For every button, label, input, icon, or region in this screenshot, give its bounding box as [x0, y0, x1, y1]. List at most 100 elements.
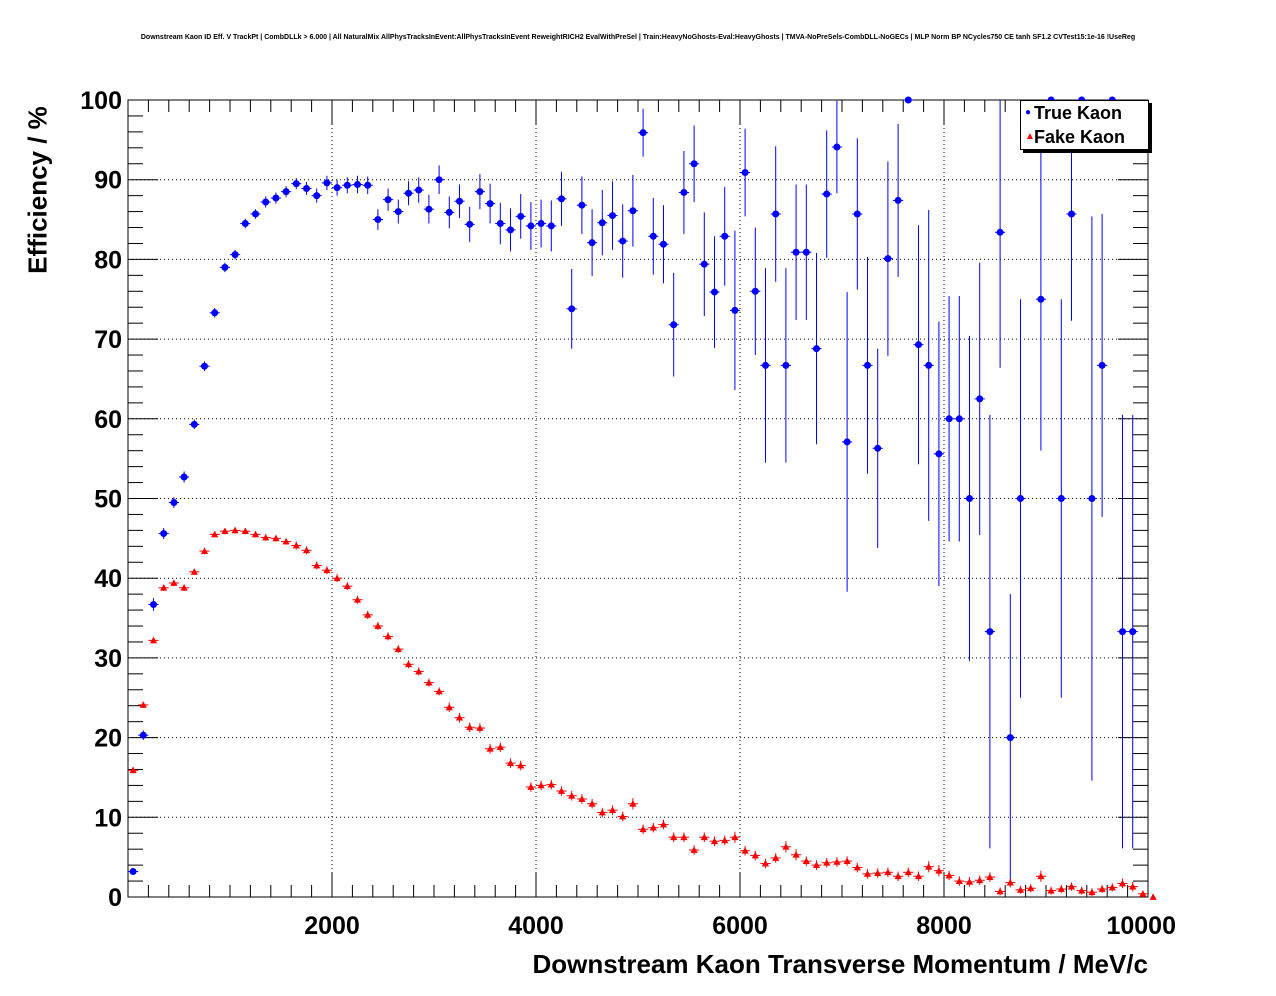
data-point-triangle — [129, 766, 137, 774]
data-point-triangle — [557, 787, 566, 794]
data-point-circle — [435, 176, 443, 184]
data-point-triangle — [578, 795, 586, 802]
data-point-triangle — [751, 851, 759, 859]
data-point-triangle — [404, 660, 413, 668]
data-point-circle — [1037, 295, 1045, 303]
y-tick-label: 0 — [108, 884, 122, 912]
data-point-circle — [252, 210, 259, 218]
y-tick-label: 100 — [80, 87, 122, 115]
data-point-triangle — [353, 596, 362, 603]
data-point-triangle — [333, 574, 341, 582]
data-point-circle — [782, 361, 790, 369]
data-point-circle — [915, 341, 922, 349]
data-point-triangle — [965, 878, 974, 885]
data-point-circle — [425, 205, 433, 213]
data-point-triangle — [996, 887, 1004, 895]
data-point-triangle — [211, 530, 219, 538]
data-point-circle — [721, 232, 729, 240]
legend-label-true-kaon: True Kaon — [1034, 103, 1123, 123]
data-point-triangle — [149, 636, 158, 644]
data-point-triangle — [1027, 884, 1035, 892]
data-point-triangle — [761, 859, 770, 867]
data-point-circle — [588, 239, 596, 247]
x-tick-label: 10000 — [1106, 912, 1176, 940]
data-point-circle — [639, 129, 647, 137]
data-point-triangle — [170, 579, 178, 586]
data-point-circle — [1057, 495, 1065, 502]
legend-entry-true-kaon: ● True Kaon — [1021, 101, 1148, 125]
data-point-circle — [282, 188, 290, 196]
data-point-circle — [486, 200, 494, 208]
data-point-triangle — [792, 851, 800, 858]
data-point-circle — [680, 188, 688, 196]
data-points — [128, 96, 1157, 900]
data-point-circle — [150, 601, 157, 609]
data-point-triangle — [608, 806, 617, 814]
data-point-triangle — [1139, 890, 1147, 897]
data-point-triangle — [945, 871, 953, 879]
data-point-circle — [221, 263, 229, 271]
data-point-circle — [629, 207, 637, 215]
data-point-triangle — [649, 824, 657, 831]
data-point-circle — [772, 210, 780, 218]
x-tick-label: 6000 — [712, 912, 768, 940]
data-point-triangle — [496, 743, 504, 751]
data-point-circle — [853, 210, 861, 218]
data-point-circle — [823, 190, 831, 198]
data-point-triangle — [1129, 883, 1137, 890]
data-point-triangle — [486, 745, 494, 752]
data-point-circle — [180, 473, 188, 481]
data-point-triangle — [812, 861, 821, 868]
data-point-circle — [231, 251, 239, 259]
data-point-circle — [527, 222, 535, 230]
data-point-circle — [343, 181, 351, 189]
data-point-triangle — [619, 812, 627, 820]
data-point-triangle — [568, 792, 576, 799]
data-point-triangle — [1057, 885, 1065, 892]
data-point-circle — [262, 198, 270, 206]
data-point-triangle — [282, 537, 290, 545]
circle-marker-icon: ● — [1025, 107, 1032, 118]
grid — [128, 100, 1148, 897]
data-point-triangle — [251, 530, 260, 538]
data-point-circle — [129, 867, 137, 875]
data-point-circle — [609, 212, 616, 220]
data-point-circle — [241, 220, 249, 228]
y-tick-label: 80 — [94, 246, 122, 274]
data-point-circle — [170, 498, 178, 506]
data-point-circle — [568, 305, 576, 313]
data-point-circle — [201, 362, 208, 370]
data-point-circle — [619, 237, 627, 245]
data-point-triangle — [986, 873, 994, 880]
data-point-circle — [313, 192, 321, 200]
data-point-circle — [741, 169, 749, 177]
data-point-triangle — [914, 872, 923, 880]
data-point-circle — [976, 395, 984, 403]
data-point-triangle — [884, 868, 892, 876]
data-point-circle — [884, 255, 892, 263]
data-point-triangle — [221, 527, 229, 535]
data-point-circle — [986, 628, 994, 636]
data-point-triangle — [853, 863, 861, 871]
data-point-triangle — [231, 526, 239, 534]
data-point-triangle — [639, 825, 647, 833]
data-point-triangle — [802, 857, 810, 865]
x-tick-label: 2000 — [304, 912, 360, 940]
data-point-triangle — [272, 534, 280, 542]
data-point-circle — [945, 415, 953, 423]
data-point-circle — [303, 184, 310, 192]
data-point-triangle — [302, 546, 311, 554]
data-point-triangle — [925, 863, 933, 870]
data-point-triangle — [598, 808, 606, 816]
data-point-circle — [507, 226, 514, 234]
data-point-triangle — [1078, 887, 1086, 894]
data-point-triangle — [710, 837, 719, 845]
data-point-triangle — [455, 714, 464, 721]
data-point-circle — [874, 444, 882, 452]
tick-labels: 0 10 20 30 40 50 60 70 80 90 100 2000 4000 6000 8000 10… — [80, 87, 1176, 940]
data-point-triangle — [1047, 887, 1055, 894]
data-point-triangle — [782, 843, 790, 850]
data-point-triangle — [690, 846, 698, 853]
data-point-circle — [1088, 495, 1096, 502]
data-point-triangle — [1108, 883, 1116, 891]
